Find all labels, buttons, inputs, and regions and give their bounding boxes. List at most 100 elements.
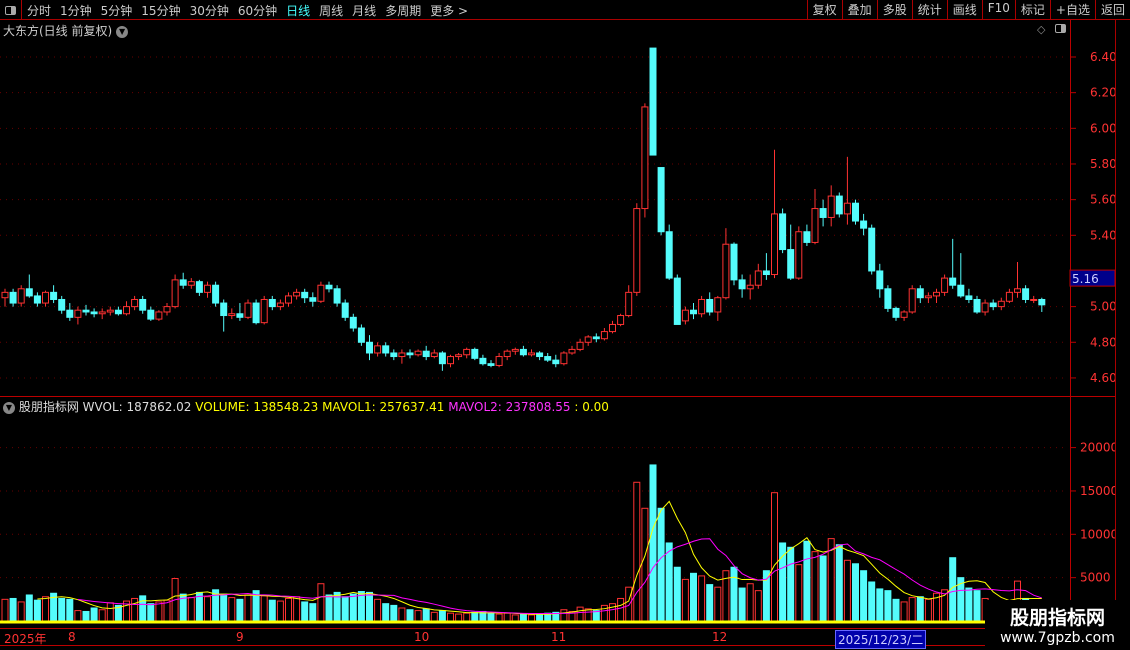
volume-bar — [787, 546, 795, 622]
candle-up — [933, 291, 940, 297]
candle-down — [916, 288, 924, 299]
toolbar-button[interactable]: 多股 — [876, 0, 912, 20]
toolbar-button[interactable]: 统计 — [911, 0, 947, 20]
mavol2-value: MAVOL2: 237808.55 — [448, 400, 571, 414]
candle-down — [779, 213, 787, 251]
chevron-down-icon[interactable]: ▼ — [116, 25, 129, 38]
candle-up — [455, 354, 463, 358]
kline-chart[interactable]: 6.40 6.20 6.00 5.80 5.60 5.40 5.00 4.80 4.60 5.16… — [0, 0, 1115, 628]
volume-bar — [414, 610, 422, 622]
candle-up — [260, 298, 268, 324]
volume-bar — [244, 594, 252, 622]
candle-up — [568, 348, 576, 354]
volume-bar — [293, 596, 301, 622]
toolbar-button[interactable]: 复权 — [806, 0, 842, 20]
chart-title: 大东方(日线 前复权) ▼ — [3, 22, 129, 39]
candle-up — [698, 298, 706, 315]
candle-down — [852, 202, 859, 222]
sidebar-toggle-button[interactable] — [0, 0, 22, 20]
diamond-icon[interactable]: ◇ — [1037, 23, 1046, 36]
period-tab[interactable]: 60分钟 — [237, 4, 278, 18]
price-tick-label: 5.60 — [1090, 193, 1115, 207]
volume-bar — [706, 584, 714, 622]
candle-down — [884, 288, 892, 309]
toolbar-button[interactable]: 叠加 — [841, 0, 877, 20]
period-tab[interactable]: 15分钟 — [141, 4, 181, 18]
toolbar-button[interactable]: 画线 — [946, 0, 982, 20]
volume-bar — [228, 597, 236, 622]
volume-bar — [528, 614, 535, 622]
period-tab[interactable]: 1分钟 — [60, 4, 92, 18]
volume-bar — [754, 590, 762, 622]
candle-up — [754, 270, 762, 286]
period-tab[interactable]: 月线 — [352, 4, 377, 18]
candle-up — [171, 279, 179, 308]
price-tick-label: 4.80 — [1090, 335, 1115, 349]
volume-bar — [641, 507, 649, 622]
period-tab[interactable]: 日线 — [286, 4, 311, 18]
price-tick-label: 6.20 — [1090, 86, 1115, 100]
volume-bar — [220, 593, 228, 622]
indicator-name[interactable]: 股朋指标网 — [18, 400, 79, 414]
toolbar-button[interactable]: 标记 — [1014, 0, 1050, 20]
candle-down — [892, 307, 900, 318]
candle-up — [495, 356, 503, 366]
candle-down — [438, 352, 446, 365]
volume-bar — [382, 603, 390, 622]
volume-bar — [916, 596, 924, 622]
mavol2-line — [77, 538, 1042, 615]
candle-down — [390, 352, 398, 358]
candle-down — [236, 313, 244, 318]
volume-bar — [25, 594, 33, 622]
candle-down — [835, 195, 843, 215]
candle-down — [957, 284, 965, 297]
volume-bar — [908, 597, 916, 622]
candle-up — [641, 106, 649, 210]
price-tick-label: 5.80 — [1090, 157, 1115, 171]
candle-down — [90, 311, 98, 315]
candle-down — [179, 279, 187, 286]
volume-bar — [187, 597, 195, 622]
candle-down — [195, 281, 203, 293]
chevron-down-icon[interactable]: ▼ — [3, 401, 15, 414]
candle-down — [9, 291, 17, 304]
candle-up — [244, 302, 252, 318]
candle-up — [106, 309, 114, 313]
toolbar-button[interactable]: +自选 — [1049, 0, 1095, 20]
volume-bar — [366, 591, 373, 622]
volume-bar — [98, 609, 106, 622]
volume-bar — [941, 589, 949, 622]
volume-bar — [714, 586, 722, 622]
volume-bar — [260, 595, 268, 622]
period-tab[interactable]: 分时 — [27, 4, 52, 18]
candle-up — [398, 352, 406, 358]
candle-down — [366, 341, 373, 354]
volume-tick-label: 20000 — [1080, 441, 1115, 455]
period-tab[interactable]: 周线 — [319, 4, 344, 18]
x-label: 8 — [68, 630, 76, 644]
period-tab[interactable]: 30分钟 — [189, 4, 229, 18]
volume-bar — [42, 596, 49, 622]
period-tab[interactable]: 5分钟 — [100, 4, 133, 18]
period-tab[interactable]: 更多 > — [430, 4, 469, 18]
volume-bar — [771, 492, 778, 622]
toolbar-button[interactable]: 返回 — [1094, 0, 1130, 20]
volume-bar — [406, 609, 414, 622]
panel-divider[interactable] — [0, 396, 1115, 397]
candle-up — [811, 208, 819, 243]
volume-bar — [422, 608, 430, 622]
volume-tick-label: 15000 — [1080, 484, 1115, 498]
candle-down — [1038, 298, 1046, 306]
candle-up — [600, 331, 608, 340]
candle-up — [155, 311, 163, 320]
candle-down — [876, 270, 884, 290]
period-tab[interactable]: 多周期 — [385, 4, 422, 18]
panel-toggle-button[interactable] — [1055, 24, 1066, 33]
right-side-tabs[interactable] — [1115, 20, 1130, 600]
candle-down — [544, 356, 552, 361]
volume-bar — [519, 613, 527, 622]
candle-down — [33, 295, 41, 304]
toolbar-button[interactable]: F10 — [981, 0, 1015, 20]
candle-up — [746, 284, 754, 290]
candle-up — [228, 313, 236, 317]
